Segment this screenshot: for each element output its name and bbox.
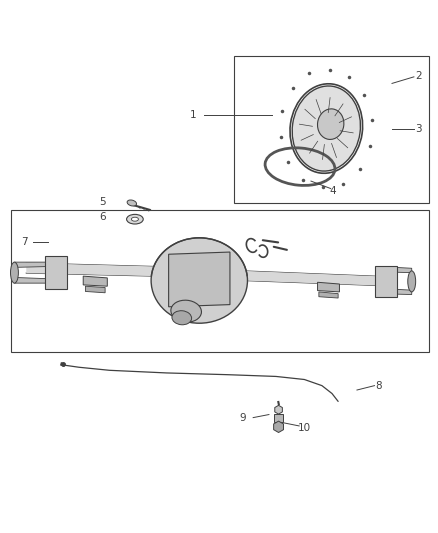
Polygon shape — [83, 276, 107, 286]
Text: 7: 7 — [21, 237, 28, 247]
Text: 10: 10 — [298, 423, 311, 433]
Ellipse shape — [151, 238, 247, 323]
Text: 2: 2 — [415, 71, 422, 81]
Bar — [45, 256, 67, 289]
Text: 1: 1 — [189, 110, 196, 120]
Polygon shape — [26, 263, 155, 276]
Ellipse shape — [318, 109, 344, 140]
Ellipse shape — [131, 217, 138, 221]
Bar — [234, 56, 429, 203]
Polygon shape — [319, 292, 338, 298]
Polygon shape — [378, 266, 412, 273]
Ellipse shape — [292, 86, 360, 171]
Text: 8: 8 — [375, 381, 382, 391]
Polygon shape — [378, 288, 412, 295]
Text: 4: 4 — [329, 186, 336, 196]
Ellipse shape — [11, 262, 18, 283]
Text: 3: 3 — [415, 124, 422, 134]
Ellipse shape — [172, 311, 191, 325]
Text: 6: 6 — [99, 213, 106, 222]
Ellipse shape — [127, 214, 143, 224]
Polygon shape — [318, 282, 339, 292]
Polygon shape — [85, 286, 105, 293]
Polygon shape — [14, 278, 49, 283]
Polygon shape — [14, 262, 49, 268]
Polygon shape — [243, 271, 396, 286]
Ellipse shape — [127, 200, 137, 206]
Bar — [11, 209, 429, 352]
Bar — [274, 414, 283, 422]
Text: 9: 9 — [240, 413, 247, 423]
Bar — [375, 265, 397, 297]
Ellipse shape — [408, 271, 416, 292]
Text: 5: 5 — [99, 197, 106, 207]
Polygon shape — [169, 252, 230, 307]
Ellipse shape — [171, 300, 201, 322]
